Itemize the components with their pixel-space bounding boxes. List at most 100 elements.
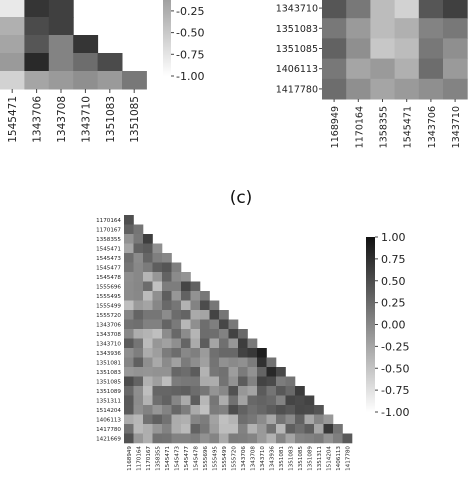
panel-c-cell [124,253,134,263]
panel-c-cell [143,310,153,320]
panel-a-x-tick-label: 1545471 [7,96,19,143]
panel-c-cell [171,405,182,415]
panel-c-cell [152,319,163,330]
panel-c-colorbar-tick-label: 0.75 [381,253,406,266]
panel-b-cell [346,0,371,19]
panel-c-cell [162,253,172,263]
panel-c-cell [124,319,134,330]
panel-c-cell [152,386,163,396]
panel-c-cell [276,424,286,434]
panel-c-x-tick-label: 1555495 [212,446,218,471]
panel-c-cell [266,424,277,434]
panel-b-cell [346,38,371,60]
panel-c-cell [152,414,163,425]
panel-c-cell [143,234,153,244]
panel-c-x-tick-label: 1555499 [222,446,228,471]
panel-c-cell [143,414,153,425]
panel-c-cell [181,424,191,434]
panel-a-cell [0,71,25,90]
panel-b-cell [370,18,396,39]
panel-b-cell [322,0,347,19]
panel-c-cell [285,376,296,387]
panel-b-cell [443,38,468,60]
panel-c-cell [162,405,172,415]
panel-c-cell [276,376,286,387]
panel-a-cell [24,71,50,90]
panel-c-cell [171,281,182,292]
panel-c-cell [209,395,220,406]
panel-c-cell [228,319,239,330]
panel-a-cell [24,17,50,36]
panel-c-cell [333,424,343,434]
panel-b-x-tick-label: 1343706 [427,106,438,148]
panel-c-cell [190,386,201,396]
panel-b-cell [394,58,420,80]
panel-c-cell [152,376,163,387]
panel-c-cell [133,386,144,396]
panel-c-cell [266,405,277,415]
panel-a-cell [48,71,74,90]
panel-c-colorbar-tick-label: 0.50 [381,275,406,288]
panel-c-cell [162,291,172,301]
panel-b-cell [418,58,444,80]
panel-c-cell [219,348,229,358]
panel-c-cell [238,329,248,339]
panel-c-cell [124,243,134,254]
panel-c-cell [219,405,229,415]
panel-c-cell [276,367,286,377]
panel-c-cell [266,395,277,406]
panel-c-cell [190,357,201,368]
panel-c-cell [266,367,277,377]
panel-c-cell [152,253,163,263]
panel-a-x-tick-label: 1343708 [56,96,68,143]
panel-c-cell [143,329,153,339]
panel-b-cell [346,78,371,100]
panel-c-cell [219,433,229,444]
panel-c-cell [238,386,248,396]
panel-b-cell [346,18,371,39]
panel-c-cell [228,348,239,358]
panel-c-cell [152,272,163,282]
panel-c-cell [124,395,134,406]
panel-c-y-tick-label: 1170167 [96,227,121,233]
panel-c-cell [333,433,343,444]
panel-c-cell [200,357,210,368]
panel-a-cell [97,53,123,72]
panel-c-x-tick-label: 1351311 [317,446,323,471]
panel-c-y-tick-label: 1421669 [96,436,121,442]
panel-c-cell [247,433,258,444]
panel-c-x-tick-label: 1170164 [136,446,142,471]
panel-c-cell [228,367,239,377]
panel-c-x-tick-label: 1343710 [260,446,266,471]
panel-c-cell [143,243,153,254]
panel-c-cell [143,405,153,415]
panel-c-x-tick-label: 1170167 [146,446,152,471]
panel-c-x-tick-label: 1343708 [250,446,256,471]
panel-c-cell [181,310,191,320]
panel-c-cell [152,338,163,349]
panel-a-colorbar-tick-label: -0.25 [176,5,204,18]
panel-c-cell [171,329,182,339]
panel-c-cell [209,424,220,434]
panel-c-cell [219,319,229,330]
panel-c-cell [162,357,172,368]
panel-c-cell [124,405,134,415]
panel-c-colorbar-tick-label: -0.25 [381,340,409,353]
panel-c-cell [152,433,163,444]
panel-b-x-tick-label: 1170164 [354,106,365,148]
panel-c-y-tick-label: 1555495 [96,294,121,300]
panel-c-cell [152,310,163,320]
panel-c-cell [143,262,153,273]
panel-c-cell [247,424,258,434]
panel-c-cell [143,291,153,301]
panel-c-cell [190,367,201,377]
panel-c-cell [276,386,286,396]
panel-c-cell [162,424,172,434]
panel-c-cell [304,424,315,434]
panel-c-x-tick-label: 1545471 [165,446,171,471]
panel-a-cell [0,35,25,54]
panel-c-cell [143,348,153,358]
panel-c-cell [162,319,172,330]
panel-c-cell [257,348,267,358]
